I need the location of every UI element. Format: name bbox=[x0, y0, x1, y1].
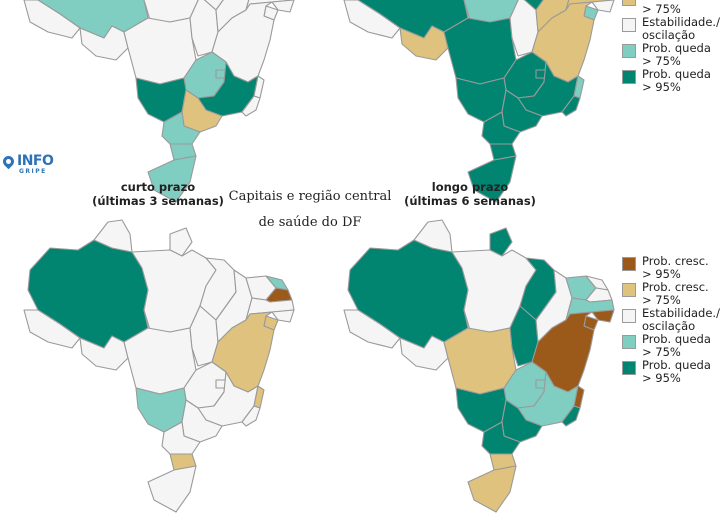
state-pa bbox=[463, 0, 519, 23]
state-mg bbox=[197, 371, 259, 427]
state-mt bbox=[123, 327, 197, 395]
legend-swatch bbox=[622, 309, 636, 323]
state-mg bbox=[517, 61, 579, 117]
state-rs bbox=[467, 465, 517, 513]
legend-swatch bbox=[622, 44, 636, 58]
state-ap bbox=[489, 227, 513, 257]
brazil-map-svg bbox=[23, 219, 295, 513]
legend-item-prob-cresc-75: Prob. cresc. > 75% bbox=[622, 281, 718, 307]
caption-curto-prazo: curto prazo (últimas 3 semanas) bbox=[78, 180, 238, 208]
state-rs bbox=[147, 465, 197, 513]
legend-swatch bbox=[622, 361, 636, 375]
legend-swatch bbox=[622, 18, 636, 32]
legend-item-prob-queda-95: Prob. queda > 95% bbox=[622, 359, 718, 385]
center-title-line2: de saúde do DF bbox=[258, 215, 362, 230]
state-mt bbox=[443, 327, 517, 395]
state-ba bbox=[211, 311, 275, 393]
legend-label: Prob. cresc. > 95% bbox=[642, 254, 709, 281]
state-mg bbox=[517, 371, 579, 427]
state-pr bbox=[481, 111, 521, 145]
state-ac bbox=[343, 309, 401, 349]
state-ac bbox=[23, 0, 81, 39]
map-top-left bbox=[20, 0, 320, 220]
legend-item-prob-queda-75: Prob. queda > 75% bbox=[622, 333, 718, 359]
state-ac bbox=[23, 309, 81, 349]
legend-label: Prob. cresc. > 75% bbox=[642, 280, 709, 307]
legend-item-prob-queda-95: Prob. queda > 95% bbox=[622, 68, 718, 94]
legend-item-estabilidade: Estabilidade./ oscilação bbox=[622, 15, 720, 42]
legend-label: Prob. queda > 95% bbox=[642, 67, 711, 94]
legend-label: Prob. queda > 95% bbox=[642, 358, 711, 385]
state-rj bbox=[241, 405, 261, 427]
brazil-map-svg bbox=[343, 219, 615, 513]
state-mg bbox=[197, 61, 259, 117]
state-pr bbox=[161, 111, 201, 145]
map-top-right bbox=[340, 0, 640, 220]
caption-curto-line1: curto prazo bbox=[120, 180, 196, 194]
state-mt bbox=[443, 17, 517, 85]
center-title: Capitais e região central de saúde do DF bbox=[225, 184, 395, 236]
legend-label: Prob. queda > 75% bbox=[642, 332, 711, 359]
state-ba bbox=[211, 1, 275, 83]
map-bottom-right bbox=[340, 210, 640, 530]
state-pa bbox=[143, 0, 199, 23]
state-al bbox=[591, 0, 615, 13]
center-title-line1: Capitais e região central bbox=[228, 189, 392, 204]
legend-swatch bbox=[622, 335, 636, 349]
legend-swatch bbox=[622, 257, 636, 271]
caption-longo-prazo: longo prazo (últimas 6 semanas) bbox=[390, 180, 550, 208]
state-rj bbox=[241, 95, 261, 117]
state-ba bbox=[531, 1, 595, 83]
state-rr bbox=[413, 219, 453, 253]
legend-label: Prob. cresc. > 75% bbox=[642, 0, 709, 16]
logo-subtext: GRIPE bbox=[19, 168, 47, 175]
state-rr bbox=[93, 219, 133, 253]
legend-label: Estabilidade./ oscilação bbox=[642, 15, 720, 42]
legend-label: Estabilidade./ oscilação bbox=[642, 306, 720, 333]
caption-longo-line2: (últimas 6 semanas) bbox=[404, 194, 536, 208]
brazil-map-svg bbox=[23, 0, 295, 203]
state-al bbox=[271, 0, 295, 13]
state-ap bbox=[169, 227, 193, 257]
legend-item-prob-cresc-75: Prob. cresc. > 75% bbox=[622, 0, 718, 16]
legend-swatch bbox=[622, 283, 636, 297]
state-mt bbox=[123, 17, 197, 85]
state-ba bbox=[531, 311, 595, 393]
caption-curto-line2: (últimas 3 semanas) bbox=[92, 194, 224, 208]
legend-swatch bbox=[622, 70, 636, 84]
legend-swatch bbox=[622, 0, 636, 6]
brazil-map-svg bbox=[343, 0, 615, 203]
legend-top: Prob. cresc. > 75%Estabilidade./ oscilaç… bbox=[622, 0, 720, 94]
legend-item-estabilidade: Estabilidade./ oscilação bbox=[622, 306, 720, 333]
map-bottom-left bbox=[20, 210, 320, 530]
legend-label: Prob. queda > 75% bbox=[642, 41, 711, 68]
map-pin-icon bbox=[0, 153, 17, 170]
legend-item-prob-cresc-95: Prob. cresc. > 95% bbox=[622, 255, 718, 281]
caption-longo-line1: longo prazo bbox=[431, 180, 509, 194]
state-rs bbox=[467, 155, 517, 203]
state-ac bbox=[343, 0, 401, 39]
logo-text: INFO bbox=[17, 153, 54, 169]
state-rs bbox=[147, 155, 197, 203]
legend-bottom: Prob. cresc. > 95% Prob. cresc. > 75% Esta… bbox=[622, 255, 720, 385]
state-rj bbox=[561, 405, 581, 427]
legend-item-prob-queda-75: Prob. queda > 75% bbox=[622, 42, 718, 68]
state-al bbox=[591, 309, 615, 323]
state-al bbox=[271, 309, 295, 323]
state-rj bbox=[561, 95, 581, 117]
